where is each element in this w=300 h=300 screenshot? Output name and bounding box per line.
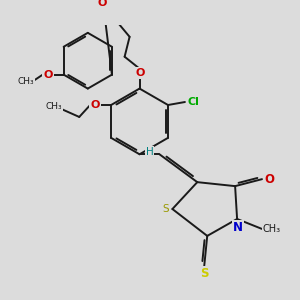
Text: O: O [43, 70, 52, 80]
Text: CH₃: CH₃ [263, 224, 281, 234]
Text: O: O [264, 173, 274, 186]
Text: S: S [200, 267, 208, 280]
Text: O: O [97, 0, 106, 8]
Text: H: H [146, 147, 153, 157]
Text: CH₃: CH₃ [45, 103, 62, 112]
Text: Cl: Cl [188, 97, 200, 107]
Text: CH₃: CH₃ [17, 77, 34, 86]
Text: O: O [136, 68, 145, 78]
Text: S: S [162, 204, 169, 214]
Text: O: O [91, 100, 100, 110]
Text: N: N [233, 221, 243, 234]
